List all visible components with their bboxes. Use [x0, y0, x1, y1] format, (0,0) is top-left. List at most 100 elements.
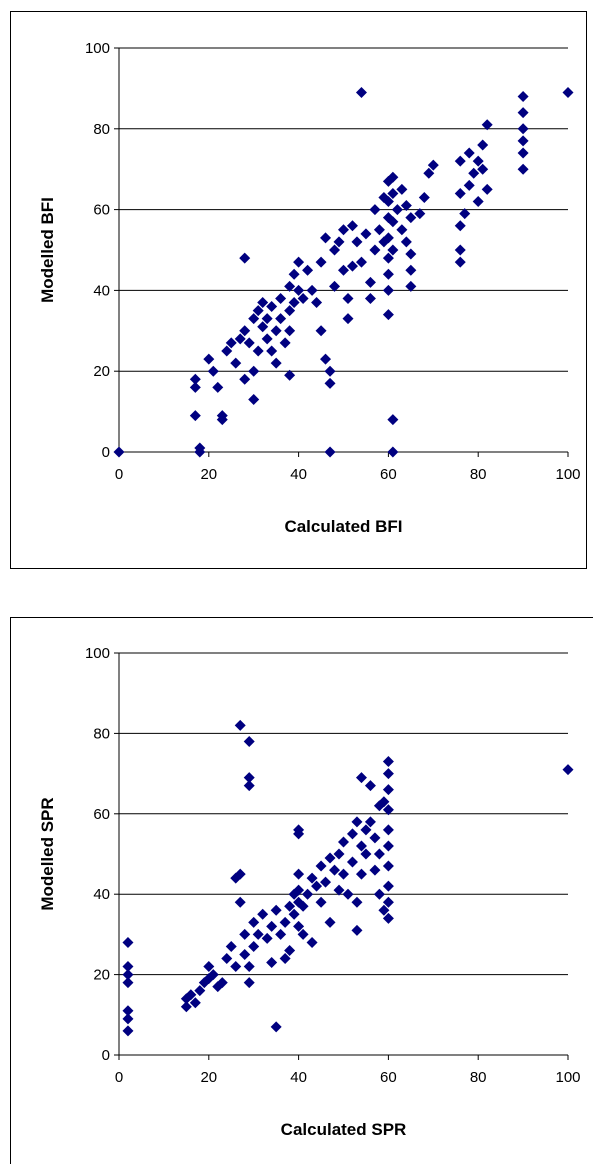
- data-point: [239, 373, 251, 385]
- x-tick-label: 0: [115, 1069, 123, 1086]
- scatter-plot-bfi: 0 20 40 60 80 100 0 20 40 60 80 100 Calculated BFI Mo…: [38, 40, 581, 536]
- y-tick-label: 60: [93, 806, 110, 823]
- data-point: [293, 884, 305, 896]
- data-point: [311, 297, 323, 309]
- data-point: [315, 325, 327, 337]
- data-point: [266, 920, 278, 932]
- data-point: [382, 284, 394, 296]
- data-point: [405, 248, 417, 260]
- data-point: [243, 735, 255, 747]
- data-point: [351, 816, 363, 828]
- data-point: [382, 824, 394, 836]
- y-tick-label: 80: [93, 121, 110, 138]
- data-point: [239, 252, 251, 264]
- x-tick-label: 60: [380, 1069, 397, 1086]
- data-point: [382, 896, 394, 908]
- data-point: [239, 928, 251, 940]
- data-point: [239, 949, 251, 960]
- data-point: [382, 880, 394, 892]
- data-point: [248, 940, 260, 952]
- data-point: [391, 204, 403, 216]
- data-point: [284, 280, 296, 292]
- data-point: [297, 292, 309, 304]
- data-point: [342, 313, 354, 325]
- data-point: [454, 155, 466, 167]
- data-point: [387, 187, 399, 199]
- data-point: [342, 292, 354, 304]
- x-tick-label: 80: [470, 466, 487, 483]
- data-point: [225, 337, 237, 349]
- y-tick-label: 20: [93, 967, 110, 984]
- data-point: [225, 940, 237, 952]
- data-point: [243, 337, 255, 349]
- data-point: [252, 305, 264, 317]
- data-point: [454, 244, 466, 256]
- data-point: [342, 888, 354, 900]
- data-point: [414, 208, 426, 220]
- data-point: [333, 884, 345, 896]
- data-point: [216, 414, 228, 426]
- data-point: [234, 719, 246, 731]
- data-point: [113, 446, 125, 458]
- data-point: [279, 953, 291, 965]
- data-point: [517, 123, 529, 135]
- data-point: [293, 920, 305, 932]
- data-point: [248, 393, 260, 405]
- data-point: [243, 772, 255, 784]
- data-point: [454, 256, 466, 268]
- data-point: [252, 345, 264, 357]
- data-point: [346, 220, 358, 232]
- data-point: [194, 446, 206, 458]
- data-point: [355, 772, 367, 784]
- data-point: [122, 936, 134, 948]
- y-tick-label: 100: [85, 645, 110, 662]
- data-point: [293, 868, 305, 880]
- data-point: [216, 977, 228, 989]
- data-point: [270, 904, 282, 916]
- data-point: [373, 224, 385, 236]
- data-point: [270, 1021, 282, 1033]
- data-point: [311, 880, 323, 892]
- data-point: [221, 953, 233, 965]
- data-point: [234, 333, 246, 345]
- data-point: [418, 191, 430, 203]
- data-point: [333, 236, 345, 248]
- data-point: [266, 345, 278, 357]
- data-point: [284, 325, 296, 337]
- data-point: [355, 86, 367, 98]
- data-point: [405, 212, 417, 224]
- data-point: [252, 928, 264, 940]
- y-tick-label: 40: [93, 282, 110, 299]
- data-point: [369, 832, 381, 844]
- data-point: [293, 256, 305, 268]
- data-point: [382, 860, 394, 872]
- data-point: [288, 268, 300, 280]
- data-point: [230, 357, 242, 369]
- data-point: [315, 256, 327, 268]
- data-point: [477, 139, 489, 151]
- data-point: [400, 200, 412, 212]
- data-point: [284, 369, 296, 381]
- data-point: [382, 309, 394, 321]
- y-tick-label: 40: [93, 886, 110, 903]
- data-point: [284, 900, 296, 912]
- y-tick-label: 100: [85, 40, 110, 57]
- y-tick-label: 0: [102, 1047, 110, 1064]
- data-point: [405, 280, 417, 292]
- data-point: [472, 196, 484, 208]
- data-point: [338, 224, 349, 236]
- data-point: [180, 1001, 192, 1013]
- data-point: [382, 196, 394, 208]
- data-point: [203, 961, 215, 973]
- data-point: [284, 305, 296, 317]
- data-point: [266, 301, 278, 313]
- data-point: [346, 828, 358, 840]
- data-point: [320, 232, 332, 244]
- data-point: [387, 216, 399, 228]
- data-point: [387, 244, 399, 256]
- data-point: [189, 373, 201, 385]
- x-axis-title: Calculated BFI: [284, 517, 402, 536]
- data-point: [329, 280, 341, 292]
- y-tick-label: 60: [93, 202, 110, 219]
- data-point: [355, 256, 367, 268]
